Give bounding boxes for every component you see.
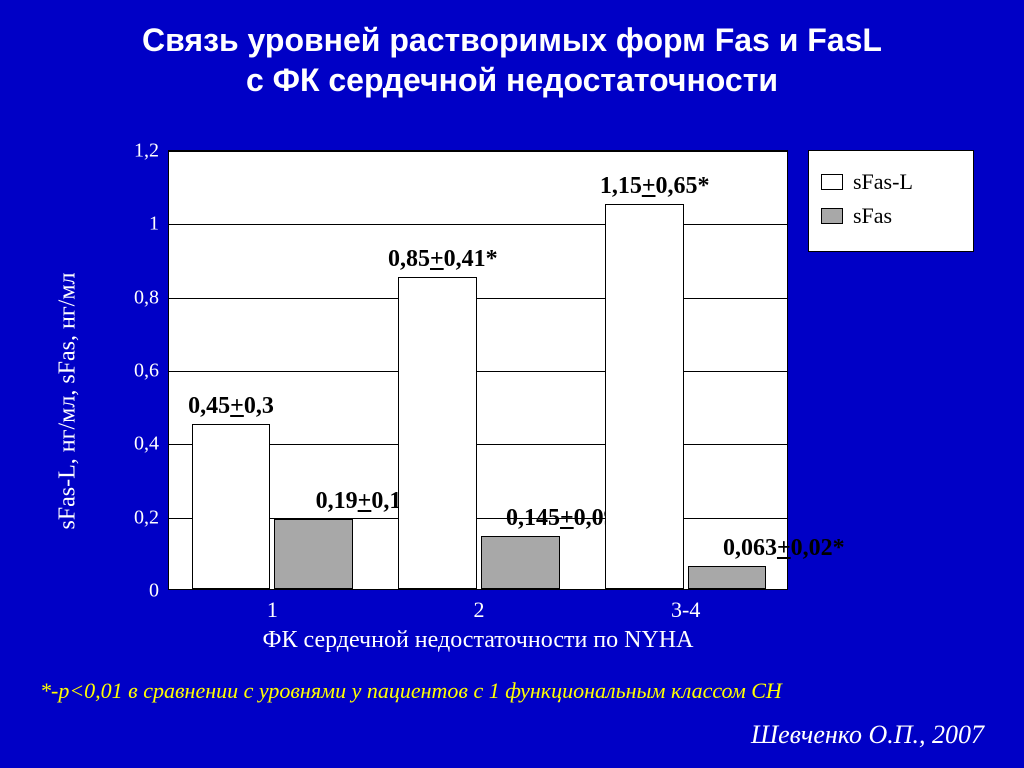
bar-sFas-3-4 — [688, 566, 767, 589]
y-tick-label: 0,4 — [134, 433, 159, 456]
bar-value-label: 0,063+0,02* — [723, 535, 845, 562]
legend-swatch-sfasl — [821, 174, 843, 190]
legend: sFas-L sFas — [808, 150, 974, 252]
y-tick-label: 1 — [149, 213, 159, 236]
y-axis-label: sFas-L, нг/мл, sFas, нг/мл — [55, 272, 82, 529]
y-tick-label: 1,2 — [134, 140, 159, 163]
bar-value-label: 1,15+0,65* — [600, 173, 710, 200]
legend-label-sfasl: sFas-L — [853, 169, 913, 195]
title-line-1: Связь уровней растворимых форм Fas и Fas… — [142, 22, 882, 58]
bar-sFas-L-2 — [398, 277, 477, 589]
legend-swatch-sfas — [821, 208, 843, 224]
plot-area: ФК сердечной недостаточности по NYHA 00,… — [168, 150, 788, 590]
bar-sFas-L-3-4 — [605, 204, 684, 589]
bar-value-label: 0,45+0,3 — [188, 393, 274, 420]
x-tick-label: 3-4 — [671, 597, 700, 623]
attribution-text: Шевченко О.П., 2007 — [751, 720, 984, 750]
bar-sFas-1 — [274, 519, 353, 589]
y-tick-label: 0,8 — [134, 286, 159, 309]
y-tick-label: 0 — [149, 580, 159, 603]
y-tick-label: 0,2 — [134, 506, 159, 529]
chart-container: sFas-L, нг/мл, sFas, нг/мл ФК сердечной … — [98, 150, 928, 652]
gridline — [169, 151, 787, 152]
bar-sFas-L-1 — [192, 424, 271, 589]
gridline — [169, 298, 787, 299]
bar-sFas-2 — [481, 536, 560, 589]
bar-value-label: 0,85+0,41* — [388, 246, 498, 273]
slide-title: Связь уровней растворимых форм Fas и Fas… — [0, 20, 1024, 100]
y-tick-label: 0,6 — [134, 360, 159, 383]
gridline — [169, 224, 787, 225]
x-tick-label: 2 — [474, 597, 485, 623]
title-line-2: с ФК сердечной недостаточности — [246, 62, 778, 98]
x-tick-label: 1 — [267, 597, 278, 623]
gridline — [169, 371, 787, 372]
footnote-text: *-p<0,01 в сравнении с уровнями у пациен… — [40, 678, 782, 704]
slide-root: Связь уровней растворимых форм Fas и Fas… — [0, 0, 1024, 768]
x-axis-label: ФК сердечной недостаточности по NYHA — [263, 627, 694, 654]
legend-item-sfasl: sFas-L — [821, 169, 961, 195]
legend-item-sfas: sFas — [821, 203, 961, 229]
legend-label-sfas: sFas — [853, 203, 892, 229]
